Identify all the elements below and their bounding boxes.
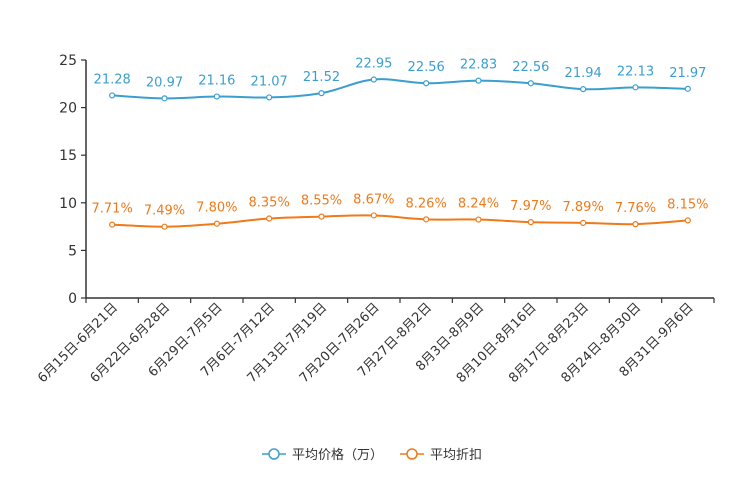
chart-legend[interactable]: 平均价格（万） 平均折扣 (262, 447, 482, 463)
data-label: 21.07 (251, 74, 288, 89)
data-point[interactable] (370, 76, 377, 83)
data-point[interactable] (161, 95, 168, 102)
data-point[interactable] (266, 94, 273, 101)
data-point[interactable] (266, 215, 273, 222)
data-point[interactable] (684, 217, 691, 224)
data-point[interactable] (318, 213, 325, 220)
data-label: 22.95 (355, 57, 392, 72)
data-point[interactable] (580, 86, 587, 93)
data-point[interactable] (475, 77, 482, 84)
legend-label: 平均价格（万） (292, 447, 383, 463)
data-label: 8.67% (353, 192, 394, 207)
data-label: 7.49% (144, 204, 185, 219)
data-point[interactable] (632, 221, 639, 228)
data-label: 8.24% (458, 197, 499, 212)
data-point[interactable] (109, 92, 116, 99)
series-1: 7.71% 7.49% 7.80% 8.35% 8.55% 8.67% 8.26% 8.24%… (92, 192, 708, 230)
data-point[interactable] (423, 216, 430, 223)
legend-item-0[interactable]: 平均价格（万） (262, 447, 383, 463)
data-point[interactable] (632, 84, 639, 91)
data-label: 8.35% (249, 196, 290, 211)
data-point[interactable] (370, 212, 377, 219)
data-label: 8.26% (406, 196, 447, 211)
y-tick-label: 10 (59, 196, 77, 212)
data-label: 8.15% (667, 197, 708, 212)
y-tick-label: 15 (59, 148, 77, 164)
data-label: 21.94 (565, 66, 602, 81)
data-point[interactable] (475, 216, 482, 223)
data-point[interactable] (527, 80, 534, 87)
data-label: 22.83 (460, 58, 497, 73)
y-tick-label: 0 (68, 291, 77, 307)
data-label: 22.13 (617, 64, 654, 79)
y-tick-label: 5 (68, 243, 77, 259)
series-line (112, 214, 688, 228)
data-label: 7.80% (196, 201, 237, 216)
series-layer: 21.28 20.97 21.16 21.07 21.52 22.95 22.56 22.83… (92, 57, 708, 230)
legend-label: 平均折扣 (430, 448, 482, 463)
data-label: 7.71% (92, 202, 133, 217)
data-point[interactable] (109, 221, 116, 228)
data-label: 22.56 (408, 60, 445, 75)
data-point[interactable] (423, 80, 430, 87)
legend-marker-icon (406, 448, 418, 460)
y-tick-label: 25 (59, 53, 77, 69)
data-label: 21.16 (198, 74, 235, 89)
data-point[interactable] (684, 85, 691, 92)
legend-item-1[interactable]: 平均折扣 (400, 448, 482, 463)
data-label: 21.97 (669, 66, 706, 81)
data-point[interactable] (580, 219, 587, 226)
data-label: 7.97% (510, 199, 551, 214)
data-label: 7.76% (615, 201, 656, 216)
series-line (112, 78, 688, 100)
y-tick-label: 20 (59, 101, 77, 117)
data-point[interactable] (213, 220, 220, 227)
data-point[interactable] (527, 219, 534, 226)
legend-marker-icon (268, 448, 280, 460)
data-label: 7.89% (563, 200, 604, 215)
data-label: 21.52 (303, 70, 340, 85)
series-0: 21.28 20.97 21.16 21.07 21.52 22.95 22.56 22.83… (94, 57, 706, 102)
data-point[interactable] (213, 93, 220, 100)
chart-axes: 05101520256月15日-6月21日6月22日-6月28日6月29日-7月… (35, 53, 715, 386)
data-point[interactable] (318, 90, 325, 97)
data-label: 22.56 (512, 60, 549, 75)
data-label: 20.97 (146, 75, 183, 90)
data-label: 8.55% (301, 194, 342, 209)
data-label: 21.28 (94, 72, 131, 87)
data-point[interactable] (161, 223, 168, 230)
